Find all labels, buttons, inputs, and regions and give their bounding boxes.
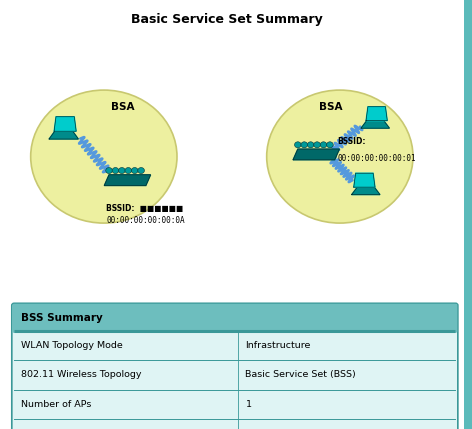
Circle shape [295, 142, 301, 148]
Text: Number of APs: Number of APs [21, 400, 92, 408]
Polygon shape [54, 117, 76, 131]
Circle shape [307, 142, 314, 148]
Text: 00:00:00:00:00:0A: 00:00:00:00:00:0A [106, 216, 185, 224]
Polygon shape [361, 121, 389, 128]
Polygon shape [104, 175, 151, 185]
FancyBboxPatch shape [12, 304, 457, 333]
Circle shape [118, 168, 125, 174]
Text: 1: 1 [245, 400, 252, 408]
Circle shape [301, 142, 308, 148]
Text: Basic Service Set Summary: Basic Service Set Summary [131, 13, 322, 26]
Polygon shape [293, 149, 339, 160]
FancyBboxPatch shape [464, 0, 472, 429]
Text: BSA: BSA [319, 102, 342, 112]
Circle shape [106, 168, 112, 174]
Text: Infrastructure: Infrastructure [245, 341, 311, 350]
Polygon shape [366, 107, 387, 121]
Circle shape [125, 168, 132, 174]
Circle shape [267, 90, 413, 223]
Circle shape [320, 142, 327, 148]
Text: Basic Service Set (BSS): Basic Service Set (BSS) [245, 371, 356, 379]
Polygon shape [354, 173, 375, 187]
Circle shape [314, 142, 320, 148]
Text: 00:00:00:00:00:01: 00:00:00:00:00:01 [337, 154, 416, 163]
Circle shape [31, 90, 177, 223]
Text: BSA: BSA [111, 102, 135, 112]
Text: BSSID:  ■■■■■■: BSSID: ■■■■■■ [106, 204, 184, 212]
Circle shape [131, 168, 138, 174]
Polygon shape [49, 131, 78, 139]
Circle shape [327, 142, 333, 148]
FancyBboxPatch shape [12, 303, 458, 429]
Polygon shape [352, 187, 380, 195]
Text: 802.11 Wireless Topology: 802.11 Wireless Topology [21, 371, 142, 379]
Text: BSS Summary: BSS Summary [21, 313, 103, 323]
Text: WLAN Topology Mode: WLAN Topology Mode [21, 341, 123, 350]
Circle shape [112, 168, 119, 174]
Text: BSSID:: BSSID: [337, 137, 366, 146]
Circle shape [138, 168, 144, 174]
